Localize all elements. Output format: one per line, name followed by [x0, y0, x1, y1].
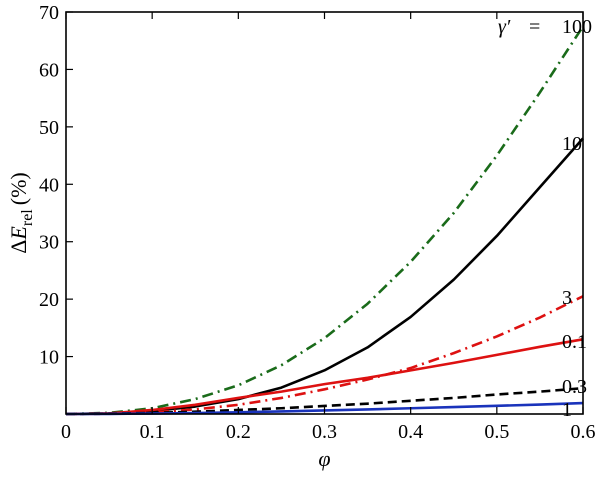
- x-tick-label: 0.6: [571, 421, 595, 443]
- x-tick-label: 0.3: [312, 421, 337, 443]
- y-tick-label: 20: [39, 289, 59, 311]
- x-tick-label: 0: [61, 421, 71, 443]
- y-axis-label-symbol: E: [6, 226, 31, 241]
- series-label-0-3: 0.3: [562, 376, 587, 398]
- series-label-3: 3: [562, 287, 572, 309]
- series-line-100: [66, 26, 583, 414]
- series-line-0-1: [66, 339, 583, 414]
- y-tick-label: 30: [39, 232, 59, 254]
- y-tick-label: 70: [39, 2, 59, 24]
- x-tick-label: 0.5: [484, 421, 509, 443]
- x-tick-label: 0.2: [226, 421, 251, 443]
- y-tick-label: 10: [39, 347, 59, 369]
- y-axis-label-prefix: Δ: [6, 240, 31, 254]
- label-layer: 0 0.1 0.2 0.3 0.4 0.5 0.6 10 20 30 40 50 60 70 φ ΔErel (…: [6, 2, 595, 471]
- series-label-0-1: 0.1: [562, 331, 587, 353]
- y-axis-label-unit: (%): [6, 172, 31, 205]
- y-axis-label-subscript: rel: [19, 209, 36, 226]
- gamma-prime-label: γ′: [498, 16, 511, 38]
- y-tick-label: 50: [39, 117, 59, 139]
- y-axis-label: ΔErel (%): [6, 172, 36, 253]
- x-tick-label: 0.1: [140, 421, 165, 443]
- series-line-3: [66, 296, 583, 414]
- series-label-100: 100: [562, 16, 592, 38]
- series-label-10: 10: [562, 133, 582, 155]
- x-tick-label: 0.4: [398, 421, 423, 443]
- y-tick-label: 60: [39, 59, 59, 81]
- series-label-1: 1: [562, 399, 572, 421]
- series-line-10: [66, 138, 583, 414]
- y-tick-label: 40: [39, 174, 59, 196]
- x-axis-label: φ: [318, 446, 330, 471]
- series-layer: [66, 26, 583, 414]
- gamma-prime-equals: =: [529, 16, 540, 38]
